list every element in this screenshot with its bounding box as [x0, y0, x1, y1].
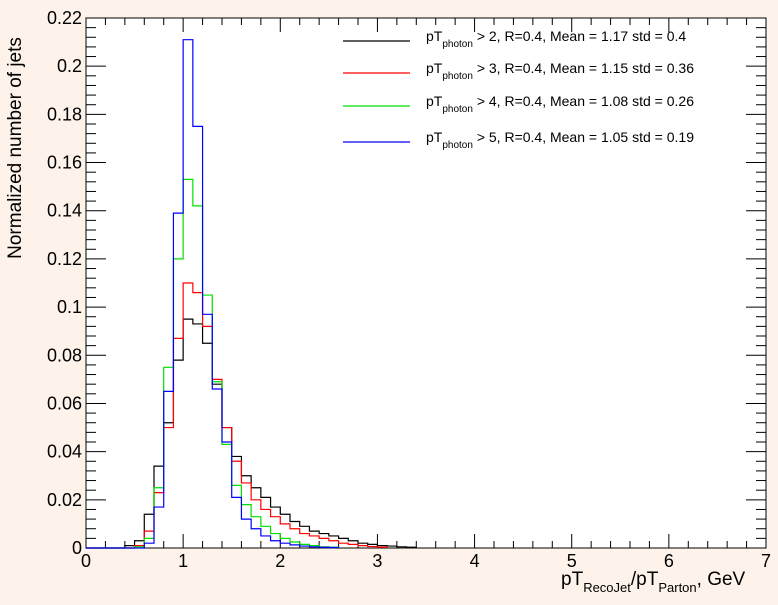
y-tick-label: 0 — [72, 538, 82, 558]
legend-entry-2: pTphoton > 3, R=0.4, Mean = 1.15 std = 0… — [426, 60, 694, 82]
legend-entry-4: pTphoton > 5, R=0.4, Mean = 1.05 std = 0… — [426, 129, 694, 151]
y-tick-label: 0.04 — [47, 442, 82, 462]
y-tick-label: 0.14 — [47, 201, 82, 221]
y-tick-label: 0.2 — [57, 56, 82, 76]
y-tick-label: 0.22 — [47, 8, 82, 28]
x-tick-label: 2 — [275, 551, 285, 571]
y-tick-label: 0.02 — [47, 490, 82, 510]
legend: pTphoton > 2, R=0.4, Mean = 1.17 std = 0… — [343, 28, 694, 151]
legend-entry-3: pTphoton > 4, R=0.4, Mean = 1.08 std = 0… — [426, 93, 694, 115]
y-tick-label: 0.08 — [47, 345, 82, 365]
x-tick-label: 4 — [470, 551, 480, 571]
y-tick-label: 0.16 — [47, 153, 82, 173]
y-tick-label: 0.06 — [47, 393, 82, 413]
axis-ticks: 0 1 2 3 4 5 6 7 0 0.02 0.04 0.06 0.08 0.1 0.12 0.14 0.16… — [47, 8, 771, 571]
x-tick-label: 1 — [178, 551, 188, 571]
y-tick-label: 0.12 — [47, 249, 82, 269]
x-tick-label: 0 — [81, 551, 91, 571]
plot-frame — [85, 17, 767, 549]
x-tick-label: 6 — [664, 551, 674, 571]
x-axis-title: pTRecoJet/pTParton, GeV — [561, 569, 746, 595]
histogram-series — [86, 39, 417, 549]
histogram-series-1 — [86, 318, 417, 549]
legend-entry-1: pTphoton > 2, R=0.4, Mean = 1.17 std = 0… — [426, 28, 686, 50]
x-tick-label: 5 — [567, 551, 577, 571]
x-tick-label: 3 — [372, 551, 382, 571]
y-axis-title: Normalized number of jets — [5, 37, 26, 259]
y-tick-label: 0.18 — [47, 104, 82, 124]
histogram-series-4 — [86, 39, 340, 549]
x-tick-label: 7 — [761, 551, 771, 571]
y-tick-label: 0.1 — [57, 297, 82, 317]
